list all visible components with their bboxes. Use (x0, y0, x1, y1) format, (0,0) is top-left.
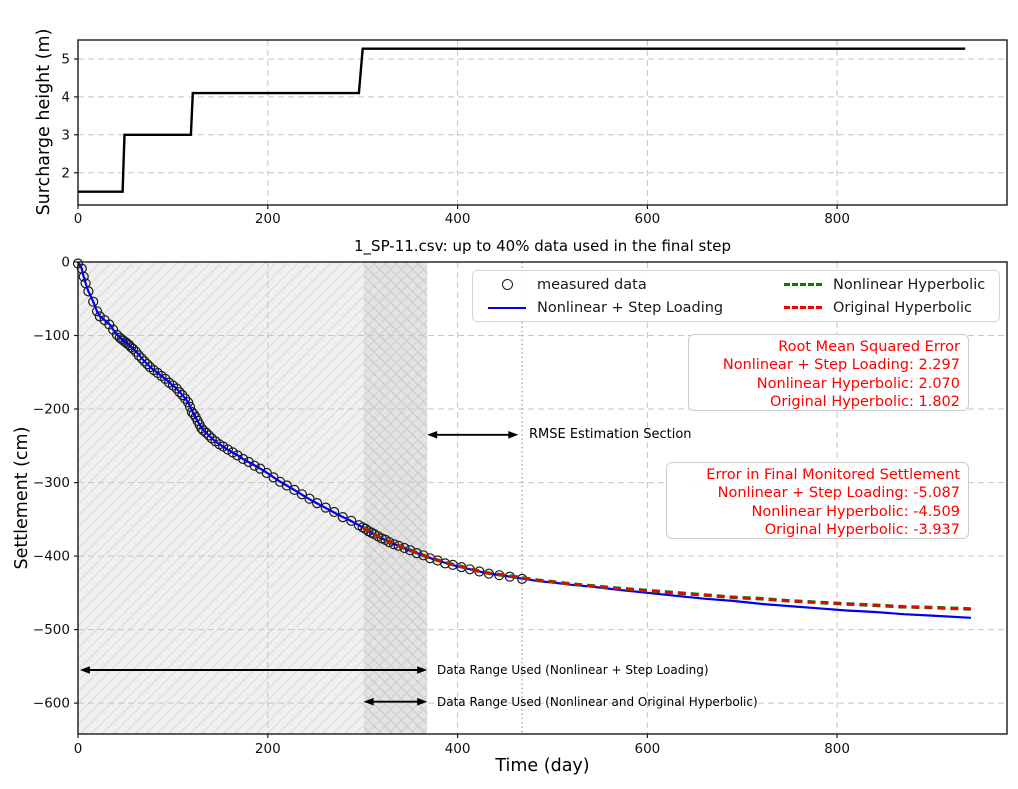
rmse-estimation-arrow (427, 431, 519, 439)
original-hyperbolic-curve (362, 526, 971, 611)
settlement-y-axis-label: Settlement (cm) (12, 426, 32, 570)
error-line: Nonlinear Hyperbolic: -4.509 (751, 503, 960, 520)
svg-text:−200: −200 (33, 402, 70, 418)
svg-text:800: 800 (824, 741, 850, 757)
step-loading-curve (77, 261, 971, 619)
data-range-hyperbolic-label: Data Range Used (Nonlinear and Original … (437, 695, 758, 709)
legend-label: Nonlinear Hyperbolic (833, 276, 986, 293)
data-range-step-loading-label: Data Range Used (Nonlinear + Step Loadin… (437, 663, 709, 677)
red-dashed-line-icon (783, 306, 823, 309)
svg-text:5: 5 (61, 52, 70, 68)
blue-line-icon (487, 306, 527, 309)
error-line: Nonlinear + Step Loading: -5.087 (717, 485, 960, 502)
circle-marker-icon (487, 279, 527, 290)
x-axis-label: Time (day) (495, 756, 590, 776)
error-box-title: Error in Final Monitored Settlement (706, 467, 960, 483)
green-dashed-line-icon (783, 283, 823, 286)
svg-text:200: 200 (255, 211, 281, 227)
svg-text:2: 2 (61, 165, 70, 181)
legend-label: measured data (537, 276, 647, 293)
legend-label: Original Hyperbolic (833, 299, 973, 316)
svg-text:−300: −300 (33, 475, 70, 491)
svg-text:−400: −400 (33, 549, 70, 565)
rmse-line: Nonlinear Hyperbolic: 2.070 (756, 375, 960, 392)
final-settlement-error-box: Error in Final Monitored Settlement Nonl… (666, 462, 969, 539)
legend: measured data Nonlinear + Step Loading N… (472, 270, 1000, 322)
svg-text:600: 600 (635, 211, 661, 227)
rmse-estimation-section-label: RMSE Estimation Section (529, 427, 692, 442)
surcharge-chart: 0 200 400 600 800 2 3 4 5 (61, 39, 1008, 227)
svg-text:600: 600 (635, 741, 661, 757)
svg-text:0: 0 (74, 211, 83, 227)
chart-title: 1_SP-11.csv: up to 40% data used in the … (354, 237, 731, 255)
rmse-line: Original Hyperbolic: 1.802 (769, 393, 960, 410)
error-line: Original Hyperbolic: -3.937 (764, 521, 960, 538)
svg-text:400: 400 (445, 741, 471, 757)
rmse-line: Nonlinear + Step Loading: 2.297 (722, 357, 960, 374)
svg-text:−500: −500 (33, 622, 70, 638)
legend-item-step-loading: Nonlinear + Step Loading (473, 296, 769, 319)
surcharge-y-axis-label: Surcharge height (m) (34, 28, 54, 216)
svg-text:4: 4 (61, 89, 70, 105)
range-step-loading-arrow (79, 666, 428, 674)
svg-text:800: 800 (824, 211, 850, 227)
legend-item-measured: measured data (473, 273, 769, 296)
svg-text:400: 400 (445, 211, 471, 227)
svg-text:0: 0 (74, 741, 83, 757)
svg-text:−600: −600 (33, 696, 70, 712)
legend-item-nonlinear-hyperbolic: Nonlinear Hyperbolic (769, 273, 999, 296)
range-hyperbolic-arrow (363, 697, 428, 706)
legend-item-original-hyperbolic: Original Hyperbolic (769, 296, 999, 319)
svg-text:3: 3 (61, 127, 70, 143)
rmse-annotation-box: Root Mean Squared Error Nonlinear + Step… (688, 334, 969, 411)
rmse-box-title: Root Mean Squared Error (778, 339, 960, 355)
svg-text:0: 0 (61, 255, 70, 271)
svg-text:−100: −100 (33, 328, 70, 344)
surcharge-step-line (78, 47, 966, 193)
legend-label: Nonlinear + Step Loading (537, 299, 724, 316)
svg-text:200: 200 (255, 741, 281, 757)
